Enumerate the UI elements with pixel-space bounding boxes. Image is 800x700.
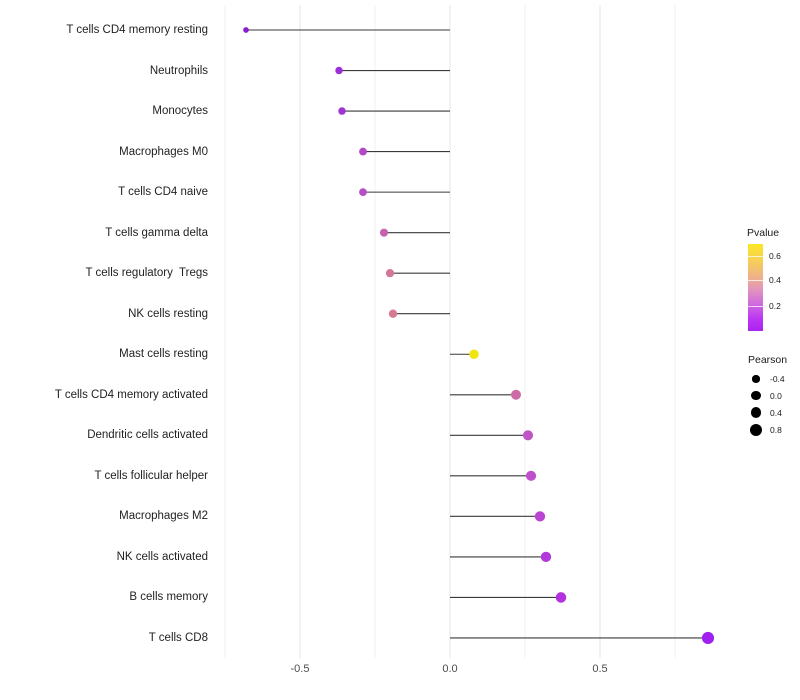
y-axis-label: Macrophages M2 bbox=[119, 510, 208, 523]
data-point bbox=[379, 228, 389, 237]
data-point bbox=[555, 592, 567, 603]
data-point bbox=[701, 631, 715, 645]
y-axis-label: T cells CD4 memory resting bbox=[66, 24, 208, 36]
y-axis-label: T cells CD8 bbox=[148, 631, 208, 644]
x-tick-label: -0.5 bbox=[290, 663, 310, 675]
y-axis-label: Monocytes bbox=[152, 105, 208, 118]
pearson-size-label: 0.0 bbox=[770, 390, 782, 401]
x-tick-label: 0.0 bbox=[442, 663, 458, 675]
pvalue-tick-label: 0.6 bbox=[769, 251, 781, 261]
y-axis-label: Neutrophils bbox=[149, 64, 208, 77]
pearson-size-label: 0.4 bbox=[770, 407, 782, 418]
pvalue-tick-label: 0.4 bbox=[769, 275, 781, 285]
pearson-size-label: 0.8 bbox=[770, 424, 782, 435]
y-axis-label: NK cells resting bbox=[128, 307, 208, 320]
data-point bbox=[385, 269, 395, 278]
y-axis-label: NK cells activated bbox=[116, 550, 208, 563]
data-point bbox=[522, 430, 534, 441]
data-point bbox=[511, 389, 521, 400]
data-point bbox=[243, 27, 249, 33]
y-axis-label: Mast cells resting bbox=[119, 348, 208, 361]
pearson-legend-title: Pearson bbox=[748, 354, 788, 366]
pearson-size-dot bbox=[752, 375, 760, 383]
y-axis-label: T cells CD4 naive bbox=[118, 186, 208, 199]
data-point bbox=[469, 349, 479, 359]
y-axis-label: T cells follicular helper bbox=[94, 469, 208, 482]
pearson-size-dot bbox=[751, 391, 761, 401]
pearson-size-label: -0.4 bbox=[770, 374, 785, 384]
y-axis-label: Macrophages M0 bbox=[119, 145, 208, 158]
y-axis-label: T cells regulatory Tregs bbox=[85, 267, 208, 280]
data-point bbox=[388, 309, 398, 318]
data-point bbox=[338, 107, 346, 115]
data-point bbox=[335, 66, 343, 75]
data-point bbox=[525, 470, 537, 481]
y-axis-label: Dendritic cells activated bbox=[87, 429, 208, 442]
y-axis-label: B cells memory bbox=[129, 591, 208, 604]
pvalue-legend-title: Pvalue bbox=[747, 227, 780, 239]
y-axis-label: T cells CD4 memory activated bbox=[54, 388, 208, 401]
pvalue-tick-label: 0.2 bbox=[769, 301, 781, 311]
y-axis-label: T cells gamma delta bbox=[105, 226, 208, 239]
pvalue-colorbar bbox=[748, 244, 763, 331]
pearson-size-dot bbox=[750, 407, 762, 419]
data-point bbox=[359, 188, 367, 197]
data-point bbox=[534, 511, 546, 522]
pearson-size-dot bbox=[750, 423, 762, 436]
data-point bbox=[359, 147, 367, 156]
data-point bbox=[540, 551, 552, 563]
x-tick-label: 0.5 bbox=[592, 663, 608, 675]
